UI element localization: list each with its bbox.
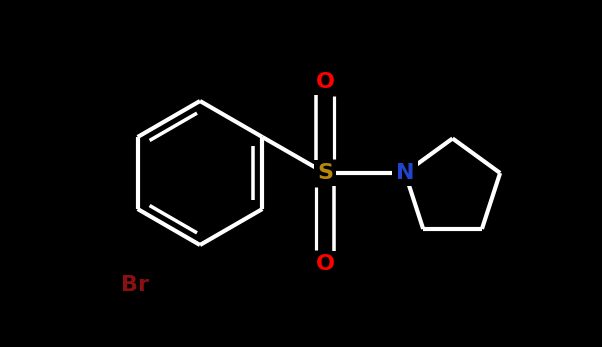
Text: O: O bbox=[315, 72, 335, 92]
Text: Br: Br bbox=[121, 275, 149, 295]
Text: O: O bbox=[315, 254, 335, 274]
Text: S: S bbox=[317, 163, 333, 183]
Text: N: N bbox=[396, 163, 414, 183]
